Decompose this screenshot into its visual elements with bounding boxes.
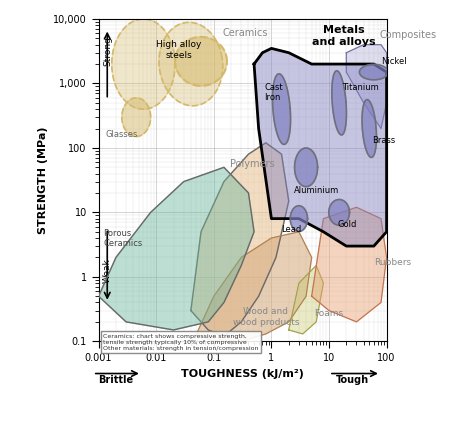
Text: Weak: Weak [103, 258, 112, 283]
Polygon shape [159, 22, 223, 106]
Text: Porous
Ceramics: Porous Ceramics [103, 229, 142, 248]
Text: Brass: Brass [372, 136, 395, 145]
Polygon shape [329, 199, 350, 225]
Polygon shape [197, 232, 312, 341]
Polygon shape [112, 19, 175, 109]
Text: Strong: Strong [103, 36, 112, 66]
Polygon shape [312, 207, 387, 322]
Text: Cast
Iron: Cast Iron [264, 83, 283, 102]
Polygon shape [362, 100, 377, 157]
Text: Brittle: Brittle [99, 375, 134, 385]
Polygon shape [295, 148, 318, 187]
Text: Wood and
wood products: Wood and wood products [233, 308, 299, 327]
Text: Ceramics: Ceramics [222, 28, 268, 38]
Text: Foams: Foams [314, 309, 343, 318]
Text: Titanium: Titanium [342, 83, 379, 92]
Text: Tough: Tough [335, 375, 369, 385]
Polygon shape [360, 64, 388, 80]
Text: Gold: Gold [338, 220, 357, 229]
Polygon shape [332, 71, 346, 135]
Text: Lead: Lead [282, 225, 302, 234]
Text: High alloy
steels: High alloy steels [157, 40, 202, 60]
Text: Rubbers: Rubbers [374, 259, 411, 267]
Polygon shape [290, 206, 307, 232]
Polygon shape [122, 98, 151, 136]
Polygon shape [346, 45, 387, 128]
Polygon shape [99, 167, 254, 330]
Text: Nickel: Nickel [381, 57, 407, 66]
Text: Metals
and alloys: Metals and alloys [312, 25, 375, 47]
Polygon shape [254, 49, 387, 246]
Polygon shape [191, 143, 289, 336]
Y-axis label: STRENGTH (MPa): STRENGTH (MPa) [37, 126, 48, 234]
Polygon shape [273, 74, 291, 145]
Text: Polymers: Polymers [230, 160, 274, 169]
Polygon shape [175, 37, 227, 86]
Polygon shape [289, 266, 324, 334]
X-axis label: TOUGHNESS (kJ/m²): TOUGHNESS (kJ/m²) [181, 369, 304, 378]
Text: Ceramics: chart shows compressive strength,
tensile strength typically 10% of co: Ceramics: chart shows compressive streng… [103, 334, 259, 350]
Text: Glasses: Glasses [105, 129, 138, 139]
Text: Aluminium: Aluminium [294, 186, 340, 195]
Text: Composites: Composites [379, 31, 436, 40]
